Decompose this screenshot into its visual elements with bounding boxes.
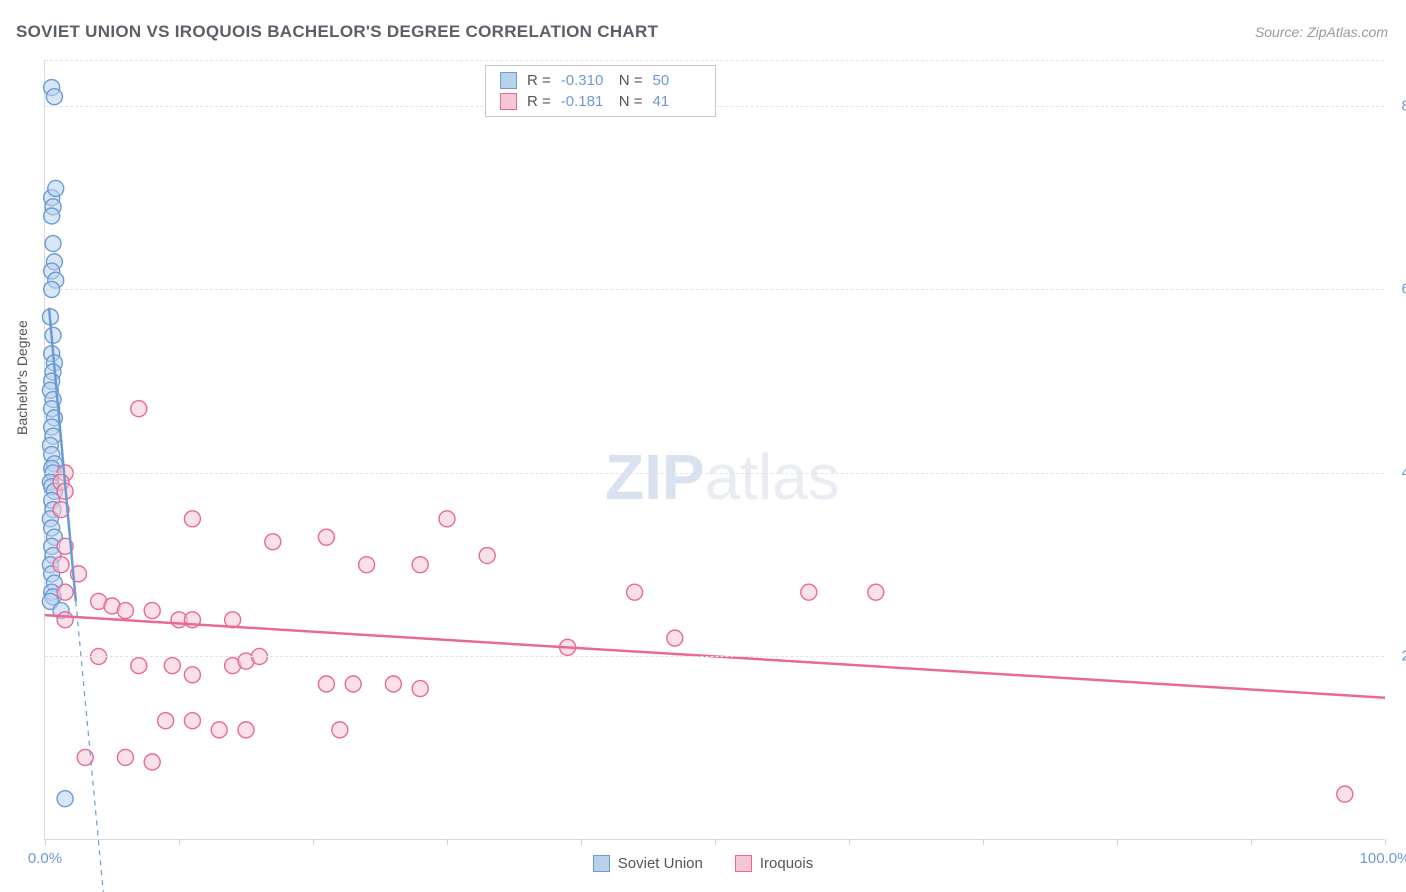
data-point-series-1 [48,180,64,196]
n-label: N = [619,93,643,110]
data-point-series-1 [46,89,62,105]
data-point-series-2 [439,511,455,527]
data-point-series-2 [627,584,643,600]
data-point-series-2 [144,754,160,770]
legend-item-1: Soviet Union [593,855,703,872]
chart-title: SOVIET UNION VS IROQUOIS BACHELOR'S DEGR… [16,22,658,42]
r-label: R = [527,93,551,110]
data-point-series-2 [359,557,375,573]
data-point-series-2 [318,529,334,545]
x-tick [849,839,850,845]
data-point-series-2 [412,557,428,573]
data-point-series-2 [131,658,147,674]
r-label: R = [527,72,551,89]
data-point-series-2 [57,584,73,600]
data-point-series-2 [412,681,428,697]
x-tick [45,839,46,845]
data-point-series-1 [44,208,60,224]
x-tick [715,839,716,845]
legend-item-2: Iroquois [735,855,813,872]
n-value-2: 41 [653,93,701,110]
data-point-series-2 [57,612,73,628]
data-point-series-2 [318,676,334,692]
swatch-series-1 [500,72,517,89]
data-point-series-2 [144,603,160,619]
data-point-series-2 [53,557,69,573]
x-tick [581,839,582,845]
source-label: Source: ZipAtlas.com [1255,24,1388,40]
data-point-series-2 [332,722,348,738]
data-point-series-2 [164,658,180,674]
chart-svg [45,60,1384,839]
x-tick [1385,839,1386,845]
grid-line [45,289,1384,290]
data-point-series-2 [345,676,361,692]
y-axis-label: Bachelor's Degree [14,320,30,435]
swatch-legend-2 [735,855,752,872]
legend-label-1: Soviet Union [618,855,703,872]
data-point-series-2 [184,667,200,683]
data-point-series-2 [211,722,227,738]
x-tick [179,839,180,845]
data-point-series-1 [57,791,73,807]
plot-area: ZIPatlas 20.0%40.0%60.0%80.0% 0.0%100.0% [44,60,1384,840]
legend-bottom: Soviet Union Iroquois [0,855,1406,872]
data-point-series-2 [117,749,133,765]
data-point-series-2 [265,534,281,550]
data-point-series-2 [184,713,200,729]
stats-legend-box: R = -0.310 N = 50 R = -0.181 N = 41 [485,65,716,117]
grid-line [45,473,1384,474]
data-point-series-2 [184,511,200,527]
n-value-1: 50 [653,72,701,89]
n-label: N = [619,72,643,89]
x-tick [983,839,984,845]
chart-container: SOVIET UNION VS IROQUOIS BACHELOR'S DEGR… [0,0,1406,892]
x-tick [1117,839,1118,845]
grid-line [45,656,1384,657]
r-value-1: -0.310 [561,72,609,89]
data-point-series-2 [868,584,884,600]
data-point-series-2 [131,401,147,417]
data-point-series-2 [117,603,133,619]
trend-line-ext-series-1 [76,601,105,892]
swatch-series-2 [500,93,517,110]
x-tick [447,839,448,845]
y-tick-label: 40.0% [1389,464,1406,481]
x-tick [1251,839,1252,845]
swatch-legend-1 [593,855,610,872]
y-tick-label: 60.0% [1389,281,1406,298]
r-value-2: -0.181 [561,93,609,110]
x-tick [313,839,314,845]
stats-row-2: R = -0.181 N = 41 [500,91,701,112]
data-point-series-2 [1337,786,1353,802]
data-point-series-2 [238,722,254,738]
data-point-series-1 [45,236,61,252]
data-point-series-2 [801,584,817,600]
stats-row-1: R = -0.310 N = 50 [500,70,701,91]
data-point-series-2 [667,630,683,646]
y-tick-label: 80.0% [1389,97,1406,114]
legend-label-2: Iroquois [760,855,813,872]
y-tick-label: 20.0% [1389,648,1406,665]
data-point-series-2 [385,676,401,692]
data-point-series-2 [158,713,174,729]
data-point-series-2 [479,548,495,564]
